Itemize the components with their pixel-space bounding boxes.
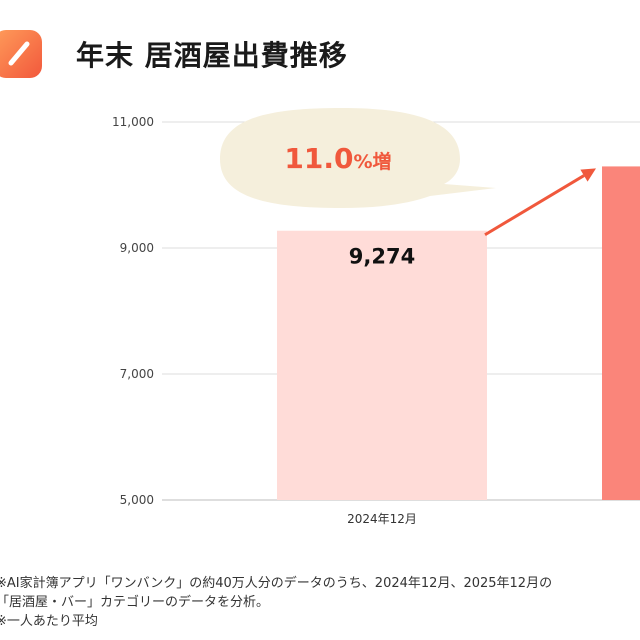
growth-arrow-line bbox=[484, 174, 585, 237]
annotation-suffix: %増 bbox=[354, 150, 392, 173]
annotation-bubble bbox=[220, 108, 496, 208]
y-tick-label: 11,000 bbox=[112, 115, 154, 129]
footnote-line: ※AI家計簿アプリ「ワンバンク」の約40万人分のデータのうち、2024年12月、… bbox=[0, 576, 553, 591]
bar-chart: 5,0007,0009,00011,0002024年12月9,2742025年1… bbox=[112, 108, 640, 526]
page-title: 年末 居酒屋出費推移 bbox=[76, 39, 348, 72]
app-logo-icon bbox=[0, 30, 42, 78]
x-tick-label: 2024年12月 bbox=[347, 512, 417, 526]
y-tick-label: 9,000 bbox=[120, 241, 154, 255]
annotation-value: 11.0 bbox=[284, 142, 353, 175]
growth-arrow-head bbox=[580, 168, 596, 182]
annotation-text: 11.0%増 bbox=[284, 142, 391, 175]
footnotes: ※AI家計簿アプリ「ワンバンク」の約40万人分のデータのうち、2024年12月、… bbox=[0, 574, 640, 631]
bar bbox=[602, 166, 640, 501]
footnote-line: 「居酒屋・バー」カテゴリーのデータを分析。 bbox=[0, 595, 270, 610]
y-tick-label: 5,000 bbox=[120, 493, 154, 507]
y-tick-label: 7,000 bbox=[120, 367, 154, 381]
bar bbox=[277, 230, 487, 500]
data-label: 9,274 bbox=[349, 245, 415, 269]
footnote-line: ※一人あたり平均 bbox=[0, 614, 98, 629]
